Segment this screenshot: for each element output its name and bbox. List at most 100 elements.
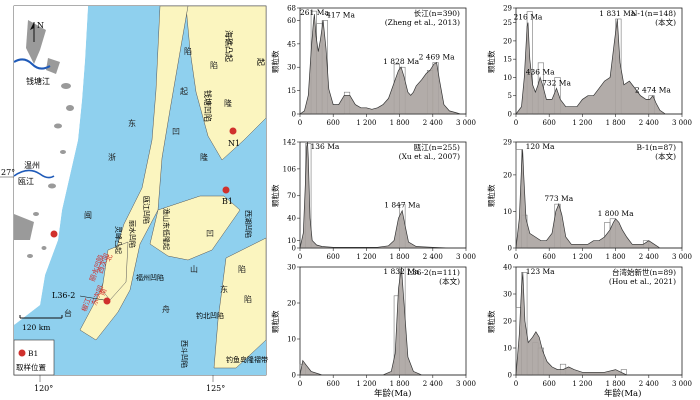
y-tick-label: 10: [503, 345, 512, 353]
red-unit-6: 南: [97, 287, 108, 297]
y-tick-label: 0: [508, 245, 512, 253]
unit-yushan: 渔山东低隆起: [162, 208, 171, 250]
label-wenzhou: 温州: [24, 161, 40, 170]
x-tick-label: 0: [514, 119, 518, 127]
sample-site-l362: [103, 297, 111, 305]
legend-marker: [18, 349, 26, 357]
x-tick-label: 1 200: [356, 253, 376, 261]
x-tick-label: 1 200: [356, 380, 376, 388]
unit-diaoyu: 钓北凹陷: [196, 311, 224, 320]
y-tick-label: 10: [503, 74, 512, 82]
scale-bar: 120 km: [19, 315, 63, 332]
unit-oujiang-sag: 瓯江凹陷: [142, 196, 151, 224]
y-tick-label: 40: [287, 215, 296, 223]
unit-xihu: 西湖凹陷: [244, 210, 253, 238]
svg-text:陷: 陷: [238, 264, 246, 274]
peak-age-label: 436 Ma: [526, 67, 555, 76]
x-tick-label: 0: [298, 380, 302, 388]
x-tick-label: 1 800: [606, 380, 626, 388]
x-tick-label: 1 200: [572, 119, 592, 127]
y-axis-label: 颗粒数: [486, 184, 496, 207]
x-tick-label: 2 400: [423, 253, 443, 261]
peak-age-label: 1 828 Ma: [383, 57, 420, 66]
svg-text:陷: 陷: [210, 60, 218, 70]
probability-density-curve: [298, 14, 466, 115]
svg-text:山: 山: [190, 264, 198, 274]
unit-fuzhou: 福州凹陷: [136, 273, 164, 282]
peak-age-label: 732 Ma: [542, 78, 571, 87]
x-tick-label: 0: [298, 119, 302, 127]
y-tick-label: 68: [287, 5, 296, 13]
coastal-islands: [14, 20, 74, 258]
chart-title: 瓯江(n=255): [414, 143, 460, 152]
haijiao-uplift: [185, 5, 267, 161]
x-tick-label: 600: [543, 380, 556, 388]
chart-panel-2: 0 600 1 200 1 800 2 400 3 000 0 5 10 15 20 25 29 颗粒数 N…: [486, 5, 692, 128]
chart-panel-6: 0 600 1 200 1 800 2 400 3 000 0 10 20 30 40 颗粒数 台湾始新…: [486, 264, 692, 389]
y-tick-label: 30: [287, 64, 296, 72]
y-tick-label: 29: [503, 139, 512, 147]
y-tick-label: 0: [292, 111, 296, 119]
yushan-uplift: [149, 195, 241, 261]
lingfeng-block: [101, 241, 129, 301]
x-tick-label: 3 000: [672, 253, 692, 261]
svg-text:陷: 陷: [244, 294, 252, 304]
probability-density-curve: [515, 149, 682, 249]
sample-site-oujiang: [50, 230, 58, 238]
y-tick-label: 0: [508, 111, 512, 119]
label-oujiang: 瓯江: [18, 177, 34, 186]
probability-density-curve: [515, 272, 682, 376]
y-tick-label: 20: [503, 318, 512, 326]
x-tick-label: 2 400: [423, 380, 443, 388]
svg-text:陷: 陷: [184, 46, 192, 56]
x-tick-label: 3 000: [672, 380, 692, 388]
sample-site-b1: [222, 186, 230, 194]
peak-age-label: 2 469 Ma: [419, 53, 456, 62]
peak-age-label: 1 847 Ma: [384, 201, 421, 210]
legend-label: 取样位置: [16, 362, 46, 372]
chart-title: (Zheng et al., 2013): [385, 18, 460, 27]
zhemin-uplift: [79, 5, 189, 341]
y-tick-label: 20: [287, 300, 296, 308]
x-tick-label: 3 000: [456, 253, 476, 261]
svg-text:台: 台: [64, 308, 72, 318]
y-axis-label: 颗粒数: [270, 50, 280, 73]
peak-age-label: 1 831 Ma: [599, 9, 636, 18]
x-tick-label: 2 400: [639, 119, 659, 127]
sample-site-n1: [229, 127, 237, 135]
legend-symbol: B1: [28, 349, 38, 358]
x-tick-label: 1 800: [390, 380, 410, 388]
svg-text:东: 东: [220, 284, 228, 294]
y-axis-label: 颗粒数: [486, 50, 496, 73]
svg-text:舟: 舟: [162, 304, 170, 314]
unit-lingfeng: 灵峰凸起: [114, 226, 123, 254]
x-tick-label: 1 800: [390, 253, 410, 261]
map-panel: N 钱塘江 温州 瓯江 27° 海礁凸起 起 钱塘凹陷 渔山东低隆起 瓯江凹陷 …: [0, 5, 268, 393]
svg-text:隆: 隆: [200, 152, 208, 162]
x-tick-label: 1 200: [572, 380, 592, 388]
label-n1: N1: [228, 139, 240, 148]
chart-title: B-1(n=87): [637, 143, 677, 152]
x-tick-label: 1 800: [606, 119, 626, 127]
y-tick-label: 45: [287, 40, 296, 48]
peak-age-label: 136 Ma: [311, 142, 340, 151]
peak-age-label: 417 Ma: [326, 10, 355, 19]
x-tick-label: 3 000: [456, 119, 476, 127]
chart-panel-1: 0 600 1 200 1 800 2 400 3 000 0 15 30 45 60 68 颗粒数 长江…: [270, 5, 476, 128]
label-l362: L36-2: [52, 291, 75, 300]
chart-title: 台湾始新世(n=89): [612, 267, 676, 277]
peak-age-label: 261 Ma: [300, 8, 329, 17]
unit-lishui: 丽水凹陷: [128, 220, 137, 248]
chart-title: (Xu et al., 2007): [399, 152, 460, 161]
peak-age-label: 1 800 Ma: [598, 209, 635, 218]
y-tick-label: 142: [283, 139, 296, 147]
y-tick-label: 5: [508, 92, 512, 100]
y-tick-label: 60: [287, 17, 296, 25]
x-tick-label: 1 200: [356, 119, 376, 127]
histograms: 0 600 1 200 1 800 2 400 3 000 0 15 30 45 60 68 颗粒数 长江…: [270, 5, 692, 389]
y-tick-label: 0: [508, 372, 512, 380]
svg-text:凹: 凹: [206, 229, 214, 238]
y-tick-label: 106: [283, 165, 297, 173]
y-tick-label: 29: [503, 5, 512, 13]
structural-highs: [79, 5, 267, 369]
